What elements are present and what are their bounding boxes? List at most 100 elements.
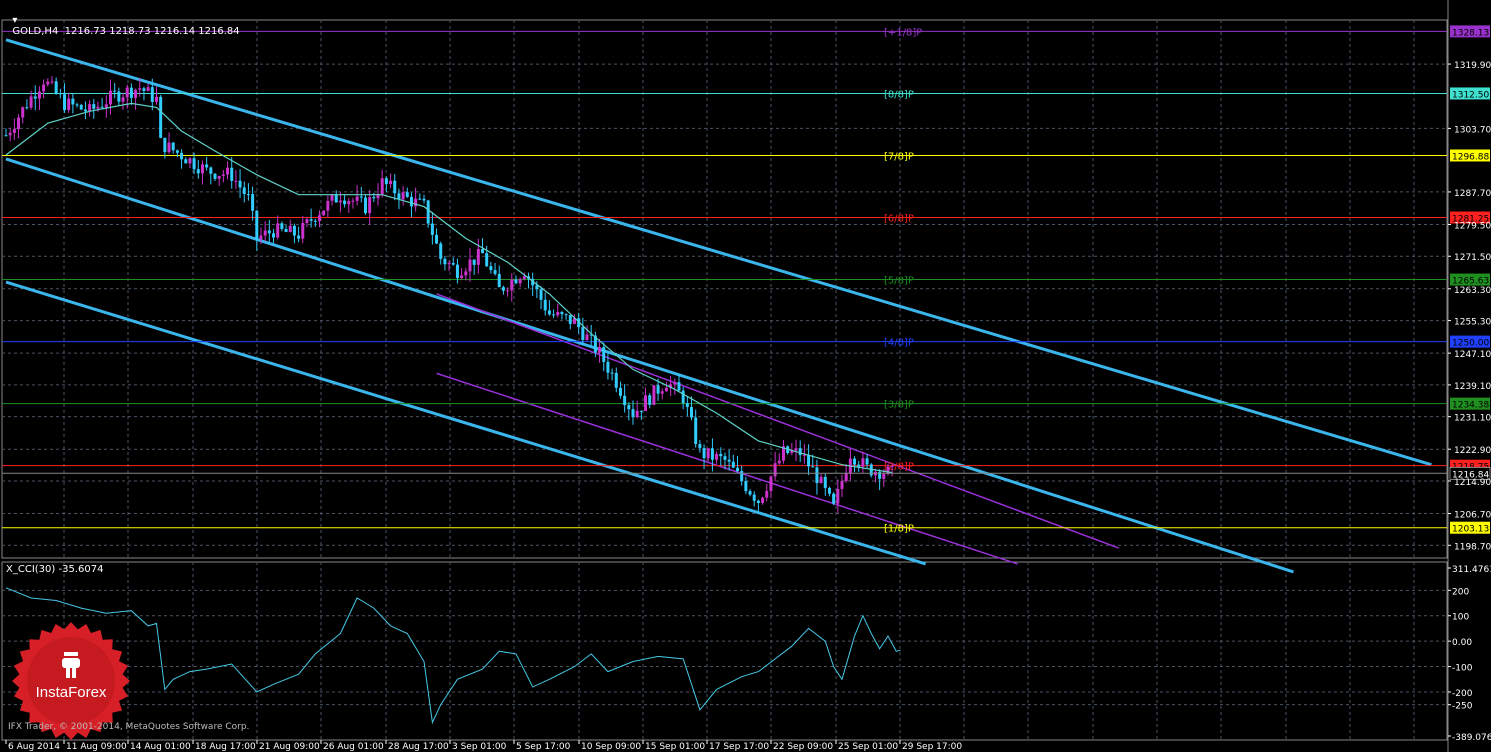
candle-body bbox=[677, 382, 681, 391]
candle-body bbox=[426, 200, 430, 224]
candle-body bbox=[435, 234, 439, 244]
murray-price-tag bbox=[1450, 211, 1490, 224]
cci-tick-label: -100 bbox=[1452, 664, 1473, 674]
candle-body bbox=[869, 464, 873, 476]
channel-line-small bbox=[436, 372, 1018, 565]
candle-body bbox=[221, 174, 225, 176]
candle-body bbox=[142, 88, 146, 91]
candle-body bbox=[815, 467, 819, 484]
candle-body bbox=[196, 169, 200, 174]
price-tick-label: 1206.70 bbox=[1454, 511, 1491, 521]
candle-body bbox=[719, 453, 723, 457]
candle-body bbox=[865, 458, 869, 465]
grid bbox=[1, 19, 1448, 741]
candle-body bbox=[589, 334, 593, 336]
indicator-title: X_CCI(30) -35.6074 bbox=[6, 564, 104, 575]
candle-body bbox=[347, 201, 351, 205]
candle-body bbox=[163, 137, 167, 153]
candle-body bbox=[556, 312, 560, 316]
candle-body bbox=[777, 460, 781, 464]
candle-body bbox=[731, 461, 735, 468]
murray-price-tag bbox=[1450, 87, 1490, 100]
murray-price-label: 1328.13 bbox=[1452, 28, 1489, 38]
candle-body bbox=[790, 450, 794, 454]
logo-text: InstaForex bbox=[35, 684, 107, 701]
murray-levels: [+1/8]P 1328.13 [8/8]P 1312.50 [7/8]P 1296.88… bbox=[2, 25, 1490, 535]
candle-body bbox=[698, 444, 702, 449]
candle-body bbox=[798, 448, 802, 456]
candle-body bbox=[109, 90, 112, 105]
murray-level-label: [+1/8]P bbox=[884, 27, 922, 38]
candle-body bbox=[42, 84, 46, 92]
candle-body bbox=[460, 275, 464, 279]
candle-body bbox=[167, 142, 171, 153]
candle-body bbox=[389, 180, 393, 185]
candle-body bbox=[827, 487, 831, 494]
moving-average-line bbox=[5, 102, 893, 474]
candle-body bbox=[29, 96, 33, 108]
time-tick-label: 10 Sep 09:00 bbox=[581, 742, 641, 752]
price-tick-label: 1319.90 bbox=[1454, 61, 1491, 71]
dropdown-triangle-icon[interactable]: ▾ bbox=[12, 15, 18, 26]
channel-line-main bbox=[5, 157, 1294, 574]
candle-body bbox=[836, 488, 840, 504]
candle-body bbox=[326, 200, 330, 211]
candle-body bbox=[455, 264, 459, 279]
price-tick-label: 1255.30 bbox=[1454, 318, 1491, 328]
price-tick-label: 1263.30 bbox=[1454, 286, 1491, 296]
candle-body bbox=[242, 187, 246, 195]
time-tick-label: 21 Aug 09:00 bbox=[259, 742, 320, 752]
candle-body bbox=[230, 167, 234, 181]
candle-body bbox=[217, 175, 221, 179]
candle-body bbox=[635, 410, 639, 418]
murray-price-tag bbox=[1450, 273, 1490, 286]
candle-body bbox=[598, 347, 602, 353]
candle-body bbox=[740, 471, 744, 482]
candle-body bbox=[644, 395, 648, 411]
candle-body bbox=[631, 409, 635, 418]
candle-body bbox=[811, 466, 815, 468]
murray-level-label: [6/8]P bbox=[884, 214, 914, 225]
time-tick-label: 28 Aug 17:00 bbox=[388, 742, 449, 752]
price-tick-label: 1303.70 bbox=[1454, 125, 1491, 135]
candlesticks bbox=[4, 76, 894, 514]
candle-body bbox=[71, 98, 75, 105]
candle-body bbox=[468, 259, 472, 272]
candle-body bbox=[610, 372, 614, 374]
candle-body bbox=[706, 448, 710, 459]
candle-body bbox=[288, 225, 292, 232]
candle-body bbox=[539, 289, 543, 300]
candle-body bbox=[761, 497, 765, 503]
price-tick-label: 1198.70 bbox=[1454, 542, 1491, 552]
candle-body bbox=[184, 159, 188, 164]
cci-tick-label: 200 bbox=[1452, 587, 1469, 597]
candle-body bbox=[481, 249, 485, 254]
candle-body bbox=[819, 476, 823, 484]
cci-tick-label: 311.4761 bbox=[1452, 565, 1491, 575]
candle-body bbox=[292, 225, 296, 236]
candle-body bbox=[372, 197, 376, 199]
candle-body bbox=[522, 276, 526, 280]
price-tick-label: 1287.70 bbox=[1454, 189, 1491, 199]
candle-body bbox=[669, 384, 673, 388]
price-tick-label: 1239.10 bbox=[1454, 382, 1491, 392]
candle-body bbox=[664, 387, 668, 392]
candle-body bbox=[618, 387, 622, 396]
candle-body bbox=[359, 196, 363, 198]
candle-body bbox=[146, 87, 150, 91]
time-tick-label: 18 Aug 17:00 bbox=[195, 742, 256, 752]
murray-level-label: [5/8]P bbox=[884, 276, 914, 287]
instaforex-logo: InstaForex bbox=[12, 622, 130, 740]
candle-body bbox=[673, 382, 677, 385]
candle-body bbox=[418, 198, 422, 200]
murray-level-label: [8/8]P bbox=[884, 89, 914, 100]
candle-body bbox=[451, 263, 455, 265]
candle-body bbox=[886, 466, 890, 475]
candle-body bbox=[355, 196, 359, 201]
candle-body bbox=[623, 395, 627, 406]
candle-body bbox=[660, 391, 664, 394]
current-price-tag bbox=[1449, 467, 1491, 480]
candle-body bbox=[405, 192, 409, 197]
candle-body bbox=[518, 279, 522, 284]
candle-body bbox=[309, 219, 313, 221]
